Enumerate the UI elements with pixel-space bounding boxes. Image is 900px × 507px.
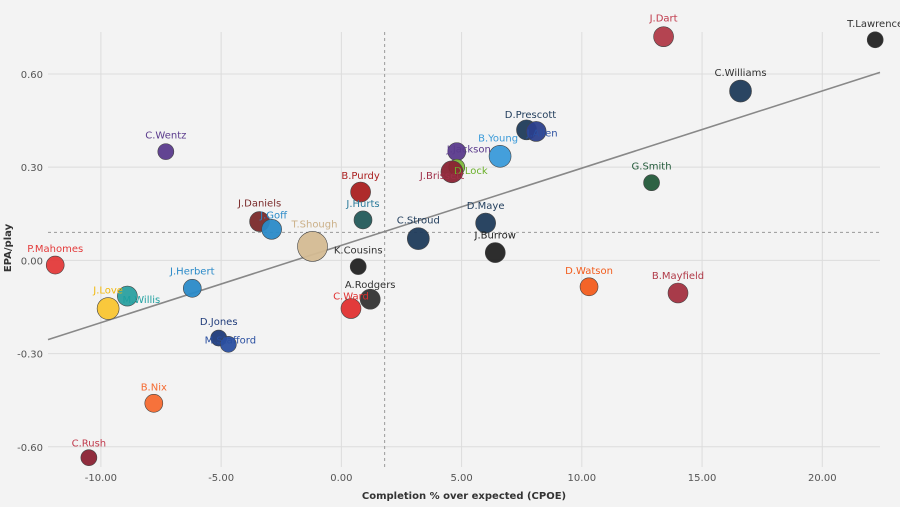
point-label-j-herbert: J.Herbert [169, 266, 215, 277]
y-tick-label: -0.30 [17, 350, 43, 361]
point-label-m-stafford: M.Stafford [205, 335, 257, 346]
point-label-t-lawrence: T.Lawrence [846, 19, 900, 30]
point-label-m-willis: M.Willis [122, 295, 160, 306]
point-c-williams [729, 79, 752, 103]
point-label-d-maye: D.Maye [467, 201, 505, 212]
point-label-j-love: J.Love [92, 286, 123, 297]
y-tick-label: 0.30 [21, 163, 43, 174]
point-c-ward [340, 298, 362, 319]
regression-line [47, 71, 881, 341]
reference-lines [48, 32, 880, 467]
point-c-stroud [407, 227, 430, 250]
point-label-c-ward: C.Ward [333, 292, 369, 303]
point-p-mahomes [45, 255, 65, 275]
point-b-young [488, 144, 512, 168]
x-tick-label: -5.00 [208, 473, 234, 484]
point-j-goff [261, 219, 282, 240]
point-b-purdy [350, 181, 371, 203]
point-label-j-daniels: J.Daniels [237, 199, 281, 210]
point-label-d-jones: D.Jones [200, 317, 238, 328]
x-axis-title: Completion % over expected (CPOE) [362, 491, 566, 502]
point-m-stafford [220, 335, 237, 353]
point-label-c-williams: C.Williams [715, 68, 767, 79]
point-j-dart [653, 26, 674, 47]
point-j-love [96, 297, 120, 320]
point-j-allen [525, 121, 547, 142]
point-label-j-jackson: J.Jackson [446, 145, 491, 156]
trend-line [47, 71, 881, 341]
point-label-j-burrow: J.Burrow [474, 231, 516, 242]
point-label-j-hurts: J.Hurts [345, 199, 379, 210]
point-label-g-smith: G.Smith [632, 162, 672, 173]
point-label-j-goff: J.Goff [259, 210, 288, 221]
y-axis-ticks: -0.60 -0.30 0.00 0.30 0.60 [17, 70, 43, 454]
point-label-b-young: B.Young [478, 133, 518, 144]
y-tick-label: 0.60 [21, 70, 43, 81]
x-tick-label: 10.00 [568, 473, 597, 484]
point-label-c-rush: C.Rush [72, 439, 107, 450]
y-axis-title: EPA/play [3, 223, 14, 272]
point-c-wentz [157, 143, 175, 160]
point-label-c-wentz: C.Wentz [145, 131, 186, 142]
data-points [45, 26, 884, 466]
point-m-willis [117, 285, 138, 307]
x-tick-label: 15.00 [688, 473, 717, 484]
point-label-a-rodgers: A.Rodgers [345, 280, 396, 291]
grid [48, 32, 880, 467]
point-g-smith [643, 174, 660, 191]
y-tick-label: 0.00 [21, 256, 43, 267]
point-t-shough [297, 231, 328, 262]
point-label-b-nix: B.Nix [141, 382, 167, 393]
point-label-d-prescott: D.Prescott [505, 110, 557, 121]
point-label-d-watson: D.Watson [565, 266, 613, 277]
x-axis-ticks: -10.00 -5.00 0.00 5.00 10.00 15.00 20.00 [85, 473, 837, 484]
point-label-t-shough: T.Shough [291, 219, 338, 230]
point-label-j-brissett: J.Brissett [419, 171, 464, 182]
x-tick-label: 20.00 [808, 473, 837, 484]
point-k-cousins [349, 258, 367, 275]
x-tick-label: -10.00 [85, 473, 117, 484]
point-b-nix [144, 394, 164, 413]
point-t-lawrence [866, 31, 884, 49]
point-j-burrow [484, 242, 506, 263]
point-j-herbert [182, 279, 202, 298]
y-tick-label: -0.60 [17, 443, 43, 454]
point-d-maye [475, 212, 496, 234]
point-d-watson [579, 277, 599, 297]
point-j-brissett [440, 160, 464, 184]
point-label-j-dart: J.Dart [649, 14, 678, 25]
point-c-rush [80, 449, 98, 466]
point-labels: T.Lawrence J.Dart C.Williams D.Prescott J.Al… [27, 14, 900, 450]
point-j-hurts [353, 210, 373, 230]
point-label-d-lock: D.Lock [454, 166, 488, 177]
point-a-rodgers [359, 288, 381, 310]
point-label-b-mayfield: B.Mayfield [652, 271, 704, 282]
point-label-c-stroud: C.Stroud [397, 216, 440, 227]
point-b-mayfield [667, 282, 689, 304]
x-tick-label: 0.00 [330, 473, 352, 484]
point-label-k-cousins: K.Cousins [334, 246, 383, 257]
point-label-p-mahomes: P.Mahomes [27, 244, 83, 255]
x-tick-label: 5.00 [450, 473, 472, 484]
point-label-j-allen: J.Allen [526, 128, 558, 139]
point-label-b-purdy: B.Purdy [341, 171, 380, 182]
